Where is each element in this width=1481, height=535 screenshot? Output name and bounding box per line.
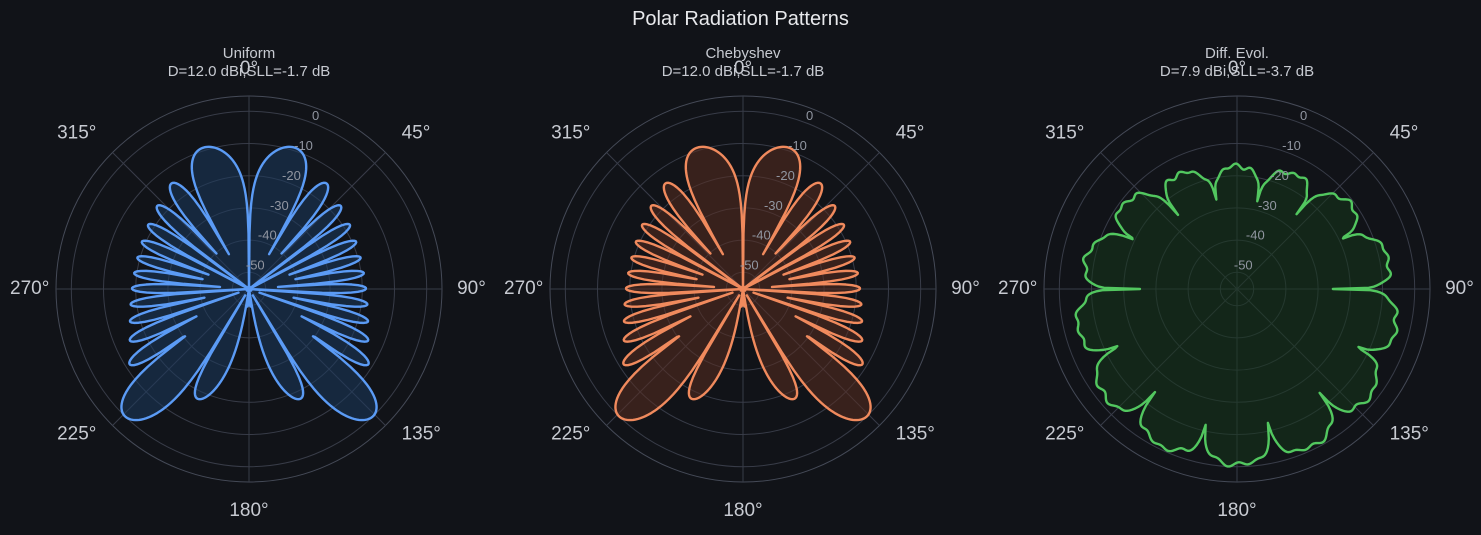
svg-text:135°: 135° [1390, 424, 1429, 445]
svg-text:45°: 45° [1390, 122, 1419, 143]
svg-text:225°: 225° [57, 424, 96, 445]
svg-text:-10: -10 [788, 138, 807, 153]
svg-text:135°: 135° [896, 424, 935, 445]
svg-text:-20: -20 [282, 168, 301, 183]
svg-text:0: 0 [806, 108, 813, 123]
svg-text:-40: -40 [258, 228, 277, 243]
svg-text:45°: 45° [896, 122, 925, 143]
svg-text:270°: 270° [504, 278, 543, 299]
svg-text:270°: 270° [998, 278, 1037, 299]
svg-text:Uniform: Uniform [223, 45, 276, 62]
svg-text:D=7.9 dBi,SLL=-3.7 dB: D=7.9 dBi,SLL=-3.7 dB [1160, 63, 1314, 80]
svg-text:Diff. Evol.: Diff. Evol. [1205, 45, 1269, 62]
svg-text:90°: 90° [457, 278, 486, 299]
svg-text:-50: -50 [1234, 258, 1253, 273]
svg-text:225°: 225° [551, 424, 590, 445]
svg-text:315°: 315° [57, 122, 96, 143]
svg-text:D=12.0 dBi,SLL=-1.7 dB: D=12.0 dBi,SLL=-1.7 dB [662, 63, 825, 80]
svg-text:315°: 315° [551, 122, 590, 143]
svg-text:-30: -30 [1258, 198, 1277, 213]
svg-text:-50: -50 [246, 258, 265, 273]
svg-text:-20: -20 [1270, 168, 1289, 183]
svg-text:-30: -30 [764, 198, 783, 213]
svg-text:180°: 180° [229, 500, 268, 521]
svg-text:-40: -40 [752, 228, 771, 243]
svg-text:90°: 90° [951, 278, 980, 299]
svg-text:-10: -10 [294, 138, 313, 153]
svg-text:0: 0 [1300, 108, 1307, 123]
svg-text:180°: 180° [1217, 500, 1256, 521]
svg-text:-10: -10 [1282, 138, 1301, 153]
svg-text:225°: 225° [1045, 424, 1084, 445]
svg-text:-20: -20 [776, 168, 795, 183]
svg-text:-50: -50 [740, 258, 759, 273]
svg-text:270°: 270° [10, 278, 49, 299]
svg-text:0: 0 [312, 108, 319, 123]
svg-text:315°: 315° [1045, 122, 1084, 143]
svg-text:D=12.0 dBi,SLL=-1.7 dB: D=12.0 dBi,SLL=-1.7 dB [168, 63, 331, 80]
svg-text:135°: 135° [402, 424, 441, 445]
svg-text:Chebyshev: Chebyshev [705, 45, 781, 62]
svg-text:180°: 180° [723, 500, 762, 521]
svg-text:45°: 45° [402, 122, 431, 143]
svg-text:-30: -30 [270, 198, 289, 213]
svg-text:-40: -40 [1246, 228, 1265, 243]
svg-text:90°: 90° [1445, 278, 1474, 299]
